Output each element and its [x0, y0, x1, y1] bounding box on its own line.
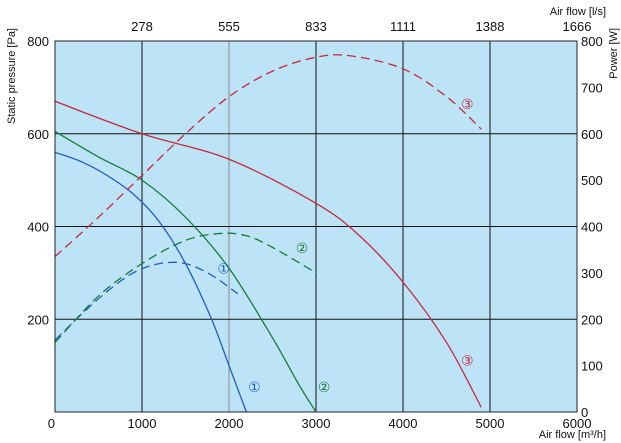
y2-tick-label: 700 — [581, 80, 603, 95]
x2-tick-label: 278 — [131, 19, 153, 34]
y2-tick-label: 400 — [581, 220, 603, 235]
curve-label-power-4: ② — [296, 241, 309, 257]
x2-tick-label: 833 — [305, 19, 327, 34]
axis-titles: Air flow [m³/h] Air flow [l/s] Static pr… — [6, 6, 620, 441]
x-axis-label: Air flow [m³/h] — [539, 429, 606, 441]
curve-label-pressure-0: ① — [248, 380, 261, 396]
x-tick-label: 3000 — [302, 416, 331, 431]
curve-labels: ① ② ③ ① ② ③ — [217, 97, 473, 396]
x2-axis-label: Air flow [l/s] — [550, 6, 606, 18]
y-tick-label: 600 — [27, 127, 49, 142]
y2-tick-label: 200 — [581, 312, 603, 327]
power-curve-3 — [54, 261, 239, 341]
y2-tick-label: 300 — [581, 266, 603, 281]
x-tick-label: 1000 — [128, 416, 157, 431]
x-tick-label: 5000 — [476, 416, 505, 431]
pressure-curve-2 — [54, 100, 482, 408]
power-curve-4 — [54, 232, 317, 343]
x-tick-label: 0 — [48, 416, 55, 431]
x-tick-label: 2000 — [215, 416, 244, 431]
y2-tick-label: 500 — [581, 173, 603, 188]
y-axis-label: Static pressure [Pa] — [6, 28, 18, 124]
pressure-curve-0 — [54, 151, 248, 413]
y-tick-label: 400 — [27, 220, 49, 235]
curves — [54, 54, 482, 413]
curve-label-pressure-1: ② — [318, 380, 331, 396]
x2-tick-label: 555 — [218, 19, 240, 34]
y2-tick-label: 0 — [581, 405, 588, 420]
curve-label-power-3: ① — [217, 262, 230, 278]
y-tick-label: 800 — [27, 34, 49, 49]
plot-frame — [54, 40, 578, 413]
x2-tick-label: 1666 — [563, 19, 592, 34]
x2-tick-label: 1388 — [476, 19, 505, 34]
y2-tick-label: 100 — [581, 359, 603, 374]
y2-tick-label: 600 — [581, 127, 603, 142]
x-tick-label: 6000 — [563, 416, 592, 431]
pressure-curve-1 — [54, 130, 317, 413]
y-tick-label: 200 — [27, 312, 49, 327]
curve-label-power-5: ③ — [461, 97, 474, 113]
y2-axis-label: Power [W] — [608, 28, 620, 79]
y2-tick-label: 800 — [581, 34, 603, 49]
power-curve-5 — [54, 54, 482, 258]
curve-label-pressure-2: ③ — [461, 353, 474, 369]
x-tick-label: 4000 — [389, 416, 418, 431]
x2-tick-label: 1111 — [390, 19, 416, 34]
